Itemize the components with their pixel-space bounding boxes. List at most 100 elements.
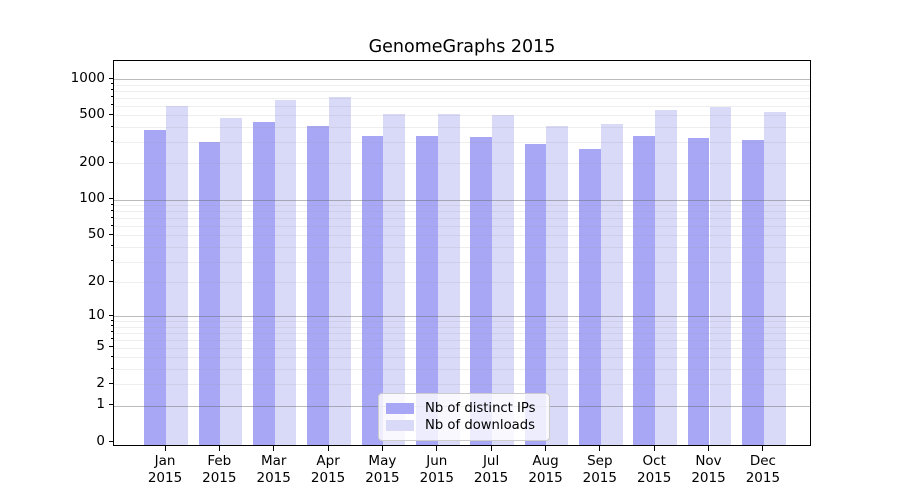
y-tick-mark [108,198,113,199]
grid-layer [114,61,810,445]
y-tick-label: 10 [87,306,105,323]
bar-distinct-ips [252,122,275,445]
major-gridline [114,199,810,201]
y-minor-tick-mark [110,382,113,384]
minor-gridline [114,205,810,206]
legend: Nb of distinct IPs Nb of downloads [378,393,550,441]
bar-distinct-ips [579,148,601,445]
y-minor-tick-mark [110,367,113,369]
x-tick-mark [218,446,220,451]
y-tick-label: 2 [96,374,105,391]
y-minor-tick-mark [110,140,113,142]
y-minor-tick-mark [110,113,113,115]
minor-gridline [114,163,810,165]
x-tick-mark [762,446,764,451]
bar-distinct-ips [742,139,764,445]
legend-swatch-distinct-ips [386,403,414,414]
y-tick-label: 200 [79,153,105,170]
minor-gridline [114,218,810,219]
x-tick-mark [599,446,601,451]
y-minor-tick-mark [110,203,113,205]
bars-layer [114,61,810,445]
x-tick-mark [273,446,275,451]
bar-distinct-ips [307,126,330,445]
minor-gridline [114,321,810,322]
x-tick-label: Apr 2015 [310,453,346,486]
bar-distinct-ips [687,137,710,445]
y-minor-tick-mark [110,125,113,127]
y-minor-tick-mark [110,233,113,235]
y-tick-label: 1000 [70,69,105,86]
minor-gridline [114,332,810,334]
legend-label-downloads: Nb of downloads [425,418,535,433]
minor-gridline [114,127,810,129]
x-tick-mark [490,446,492,451]
y-minor-tick-mark [110,209,113,211]
y-minor-tick-mark [110,319,113,321]
y-minor-tick-mark [110,245,113,247]
x-tick-label: Mar 2015 [256,453,291,486]
bar-distinct-ips [524,143,547,445]
x-tick-label: Feb 2015 [202,453,237,486]
bar-downloads [600,123,623,445]
bar-distinct-ips [633,136,656,445]
bar-downloads [274,100,297,445]
x-tick-mark [708,446,709,451]
chart-title: GenomeGraphs 2015 [368,37,556,57]
y-tick-label: 1 [96,396,105,413]
bar-downloads [763,111,786,445]
minor-gridline [114,142,810,144]
x-tick-label: Aug 2015 [528,453,563,486]
y-tick-mark [108,440,113,442]
minor-gridline [114,384,810,386]
y-minor-tick-mark [110,224,113,226]
x-tick-label: Oct 2015 [637,453,672,486]
y-minor-tick-mark [110,161,113,163]
y-tick-label: 0 [96,432,105,449]
bar-downloads [383,114,406,445]
bar-downloads [166,105,188,445]
minor-gridline [114,115,810,117]
y-minor-tick-mark [110,346,113,348]
y-minor-tick-mark [110,96,113,98]
minor-gridline [114,261,810,263]
legend-swatch-downloads [386,420,414,431]
x-tick-label: Nov 2015 [691,453,726,486]
minor-gridline [114,226,810,227]
y-tick-mark [108,404,113,406]
y-tick-label: 5 [96,338,105,355]
bar-distinct-ips [470,137,493,445]
bar-distinct-ips [144,130,166,445]
minor-gridline [114,357,810,359]
major-gridline [114,316,810,317]
minor-gridline [114,369,810,371]
y-minor-tick-mark [110,260,113,262]
x-tick-label: Jun 2015 [419,453,454,486]
minor-gridline [114,347,810,349]
bar-downloads [655,110,677,445]
minor-gridline [114,211,810,213]
minor-gridline [114,84,810,86]
bar-downloads [709,107,732,445]
y-minor-tick-mark [110,355,113,357]
y-tick-label: 100 [79,190,105,206]
x-tick-label: May 2015 [365,453,400,486]
legend-item-downloads: Nb of downloads [386,417,541,434]
minor-gridline [114,90,810,92]
x-tick-mark [545,446,546,451]
minor-gridline [114,97,810,99]
y-tick-mark [108,314,113,316]
plot-area [113,60,811,446]
bar-downloads [546,126,569,445]
minor-gridline [114,282,810,283]
bar-downloads [437,113,460,445]
y-minor-tick-mark [110,83,113,84]
y-tick-label: 20 [87,272,105,289]
bar-downloads [492,115,514,445]
y-minor-tick-mark [110,331,113,333]
bar-distinct-ips [361,135,384,445]
bar-distinct-ips [415,136,438,445]
x-tick-label: Dec 2015 [745,453,781,486]
bar-downloads [329,97,351,445]
